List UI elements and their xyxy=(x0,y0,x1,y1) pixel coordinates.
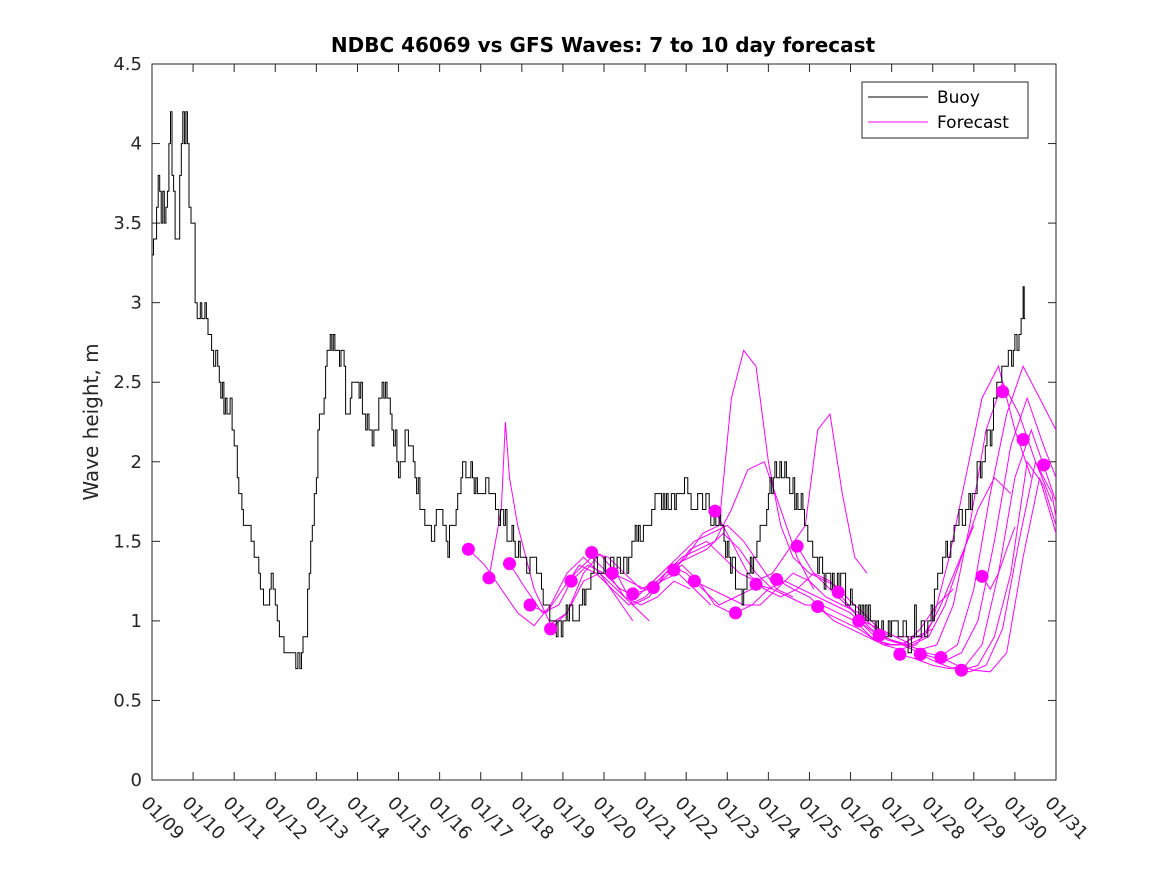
forecast-marker xyxy=(790,539,804,553)
x-tick-label: 01/14 xyxy=(342,793,394,845)
forecast-line xyxy=(920,460,1057,673)
forecast-marker xyxy=(811,600,825,614)
forecast-marker xyxy=(626,587,640,601)
forecast-marker xyxy=(1016,433,1030,447)
forecast-marker xyxy=(667,563,681,577)
x-tick-label: 01/29 xyxy=(958,793,1010,845)
forecast-marker xyxy=(523,598,537,612)
forecast-line xyxy=(673,412,868,582)
x-tick-label: 01/13 xyxy=(301,793,353,845)
y-tick-label: 1 xyxy=(131,611,142,632)
x-tick-label: 01/27 xyxy=(876,793,928,845)
forecast-marker xyxy=(852,614,866,628)
x-tick-label: 01/31 xyxy=(1040,793,1092,845)
x-tick-label: 01/30 xyxy=(999,793,1051,845)
x-tick-label: 01/21 xyxy=(630,793,682,845)
forecast-marker xyxy=(605,566,619,580)
forecast-line xyxy=(899,428,1057,670)
forecast-marker xyxy=(770,573,784,587)
y-tick-label: 4.5 xyxy=(113,54,142,75)
forecast-marker xyxy=(1037,458,1051,472)
forecast-marker xyxy=(996,385,1010,399)
plot-area xyxy=(151,63,1057,781)
legend-buoy-label: Buoy xyxy=(937,88,980,108)
forecast-line xyxy=(550,564,732,630)
y-tick-label: 2 xyxy=(131,452,142,473)
y-tick-label: 3 xyxy=(131,293,142,314)
x-tick-label: 01/17 xyxy=(465,793,517,845)
y-tick-label: 3.5 xyxy=(113,213,142,234)
x-tick-label: 01/12 xyxy=(260,793,312,845)
forecast-line xyxy=(468,548,634,627)
forecast-marker xyxy=(461,542,475,556)
y-tick-label: 4 xyxy=(131,134,142,155)
forecast-marker xyxy=(687,574,701,588)
y-tick-label: 0 xyxy=(131,770,142,791)
forecast-line xyxy=(611,524,794,598)
forecast-marker xyxy=(934,650,948,664)
x-tick-label: 01/11 xyxy=(219,793,271,845)
forecast-line xyxy=(509,556,691,614)
forecast-marker xyxy=(831,585,845,599)
forecast-marker xyxy=(749,577,763,591)
x-tick-label: 01/09 xyxy=(136,793,188,845)
forecast-marker xyxy=(564,574,578,588)
series-layer xyxy=(152,111,1057,673)
marker-layer xyxy=(461,385,1051,677)
forecast-marker xyxy=(708,504,722,518)
x-tick-label: 01/23 xyxy=(712,793,764,845)
x-tick-label: 01/18 xyxy=(506,793,558,845)
x-tick-label: 01/19 xyxy=(547,793,599,845)
x-tick-label: 01/25 xyxy=(794,793,846,845)
forecast-line xyxy=(837,380,1053,651)
forecast-line xyxy=(529,564,712,614)
y-tick-label: 2.5 xyxy=(113,372,142,393)
x-tick-label: 01/22 xyxy=(671,793,723,845)
y-tick-label: 0.5 xyxy=(113,690,142,711)
forecast-marker xyxy=(728,606,742,620)
forecast-line xyxy=(879,396,1057,662)
forecast-marker xyxy=(872,628,886,642)
legend-forecast-label: Forecast xyxy=(937,113,1009,133)
legend-box xyxy=(861,81,1029,139)
x-tick-label: 01/24 xyxy=(753,793,805,845)
y-axis: 0 0.5 1 1.5 2 2.5 3 3.5 4 4.5 xyxy=(113,54,1056,791)
x-tick-label: 01/16 xyxy=(424,793,476,845)
forecast-line xyxy=(961,460,1057,671)
forecast-marker xyxy=(482,571,496,585)
forecast-line xyxy=(652,349,843,590)
x-tick-label: 01/15 xyxy=(383,793,435,845)
x-tick-label: 01/10 xyxy=(178,793,230,845)
x-tick-label: 01/26 xyxy=(835,793,887,845)
legend: Buoy Forecast xyxy=(861,81,1029,139)
buoy-line xyxy=(152,111,1026,670)
forecast-marker xyxy=(975,569,989,583)
x-tick-label: 01/20 xyxy=(588,793,640,845)
forecast-marker xyxy=(544,622,558,636)
y-tick-label: 1.5 xyxy=(113,531,142,552)
chart-title: NDBC 46069 vs GFS Waves: 7 to 10 day for… xyxy=(331,33,876,57)
forecast-marker xyxy=(585,545,599,559)
x-tick-label: 01/28 xyxy=(917,793,969,845)
forecast-line xyxy=(981,526,1016,591)
forecast-marker xyxy=(893,647,907,661)
forecast-marker xyxy=(502,557,516,571)
y-axis-label: Wave height, m xyxy=(79,343,103,500)
forecast-marker xyxy=(954,663,968,677)
forecast-marker xyxy=(913,647,927,661)
forecast-marker xyxy=(646,580,660,594)
